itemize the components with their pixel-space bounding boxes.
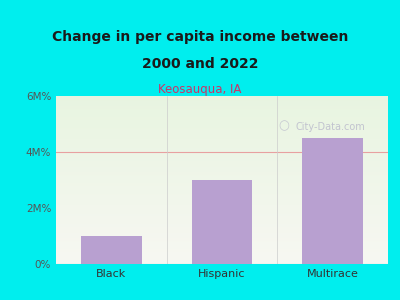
Bar bbox=[302, 138, 363, 264]
Bar bbox=[192, 180, 252, 264]
Text: Keosauqua, IA: Keosauqua, IA bbox=[158, 82, 242, 95]
Bar bbox=[81, 236, 142, 264]
Text: City-Data.com: City-Data.com bbox=[295, 122, 365, 132]
Text: 2000 and 2022: 2000 and 2022 bbox=[142, 57, 258, 71]
Text: ○: ○ bbox=[278, 120, 289, 133]
Text: Change in per capita income between: Change in per capita income between bbox=[52, 30, 348, 44]
